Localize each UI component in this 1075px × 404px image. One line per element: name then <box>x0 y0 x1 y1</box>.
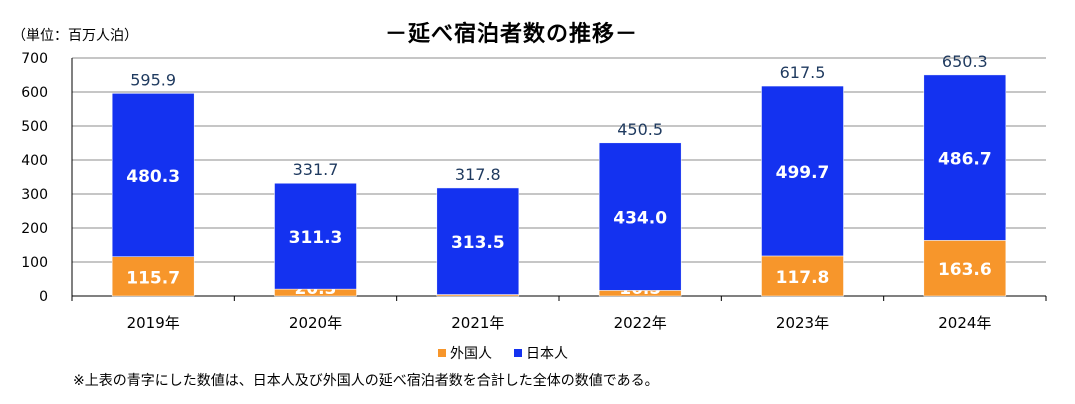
chart-title: －延べ宿泊者数の推移－ <box>385 22 639 47</box>
data-label-japanese: 499.7 <box>776 163 830 183</box>
bar-segment-japanese <box>923 74 1007 241</box>
y-tick-label: 0 <box>39 289 48 305</box>
y-tick-label: 400 <box>21 153 48 169</box>
bar-segment-japanese <box>598 142 682 291</box>
total-label: 317.8 <box>455 165 501 184</box>
unit-label: （単位：百万人泊） <box>12 28 138 44</box>
footnote: ※上表の青字にした数値は、日本人及び外国人の延べ宿泊者数を合計した全体の数値であ… <box>73 373 659 389</box>
legend-item-foreign: 外国人 <box>438 343 492 363</box>
bar-segment-japanese <box>274 183 357 290</box>
x-tick-label: 2019年 <box>127 314 180 332</box>
x-tick-label: 2024年 <box>938 314 991 332</box>
legend-swatch-japanese <box>514 349 522 357</box>
bar-segment-japanese <box>761 85 844 257</box>
y-tick-label: 100 <box>21 255 48 271</box>
bar-segment-foreign <box>111 256 195 297</box>
legend-label-japanese: 日本人 <box>526 346 568 362</box>
x-tick-label: 2022年 <box>614 314 667 332</box>
data-label-japanese: 480.3 <box>126 167 180 187</box>
data-label-foreign: 117.8 <box>776 268 830 288</box>
data-label-japanese: 434.0 <box>613 209 667 229</box>
y-tick-label: 700 <box>21 51 48 67</box>
y-tick-label: 300 <box>21 187 48 203</box>
data-label-japanese: 313.5 <box>451 233 505 253</box>
total-label: 331.7 <box>293 160 339 179</box>
x-tick-label: 2021年 <box>451 314 504 332</box>
x-tick-label: 2020年 <box>289 314 342 332</box>
y-tick-label: 600 <box>21 85 48 101</box>
data-label-japanese: 486.7 <box>938 150 992 170</box>
total-label: 617.5 <box>780 63 826 82</box>
y-tick-label: 500 <box>21 119 48 135</box>
bar-segment-japanese <box>436 187 520 295</box>
data-label-japanese: 311.3 <box>289 228 343 248</box>
total-label: 595.9 <box>130 70 176 89</box>
y-tick-label: 200 <box>21 221 48 237</box>
bar-segment-japanese <box>111 93 195 257</box>
x-tick-label: 2023年 <box>776 314 829 332</box>
total-label: 650.3 <box>942 52 988 71</box>
legend: 外国人 日本人 <box>438 343 568 363</box>
data-label-foreign: 163.6 <box>938 260 992 280</box>
legend-swatch-foreign <box>438 349 446 357</box>
total-label: 450.5 <box>617 120 663 139</box>
data-label-foreign: 115.7 <box>126 268 180 288</box>
legend-item-japanese: 日本人 <box>514 343 568 363</box>
bar-segment-foreign <box>761 255 844 297</box>
bar-segment-foreign <box>923 240 1007 297</box>
legend-label-foreign: 外国人 <box>450 346 492 362</box>
